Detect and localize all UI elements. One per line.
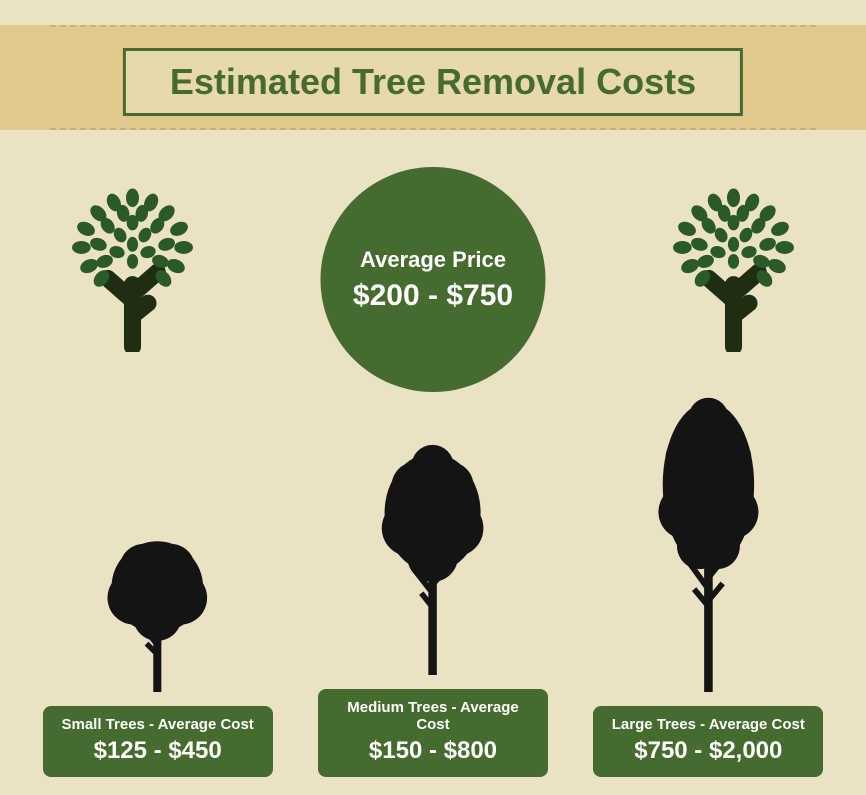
title-box: Estimated Tree Removal Costs bbox=[123, 48, 743, 116]
decorative-tree-right bbox=[656, 177, 811, 352]
hero-row: Average Price $200 - $750 bbox=[0, 155, 866, 400]
small-tree-icon bbox=[90, 517, 225, 692]
large-tree-card: Large Trees - Average Cost $750 - $2,000 bbox=[593, 706, 823, 777]
decorative-tree-left bbox=[55, 177, 210, 352]
average-price-circle: Average Price $200 - $750 bbox=[321, 167, 546, 392]
small-tree-column: Small Trees - Average Cost $125 - $450 bbox=[28, 517, 288, 777]
banner-tab-left bbox=[0, 25, 50, 130]
header-banner: Estimated Tree Removal Costs bbox=[0, 0, 866, 155]
large-tree-price: $750 - $2,000 bbox=[609, 737, 807, 765]
large-tree-column: Large Trees - Average Cost $750 - $2,000 bbox=[578, 392, 838, 777]
page-title: Estimated Tree Removal Costs bbox=[170, 61, 696, 103]
medium-tree-card: Medium Trees - Average Cost $150 - $800 bbox=[318, 689, 548, 777]
medium-tree-label: Medium Trees - Average Cost bbox=[334, 699, 532, 733]
average-price-label: Average Price bbox=[360, 247, 506, 273]
small-tree-label: Small Trees - Average Cost bbox=[59, 716, 257, 733]
average-price-value: $200 - $750 bbox=[353, 279, 513, 313]
medium-tree-price: $150 - $800 bbox=[334, 737, 532, 765]
small-tree-card: Small Trees - Average Cost $125 - $450 bbox=[43, 706, 273, 777]
cost-cards-row: Small Trees - Average Cost $125 - $450 bbox=[0, 392, 866, 777]
medium-tree-column: Medium Trees - Average Cost $150 - $800 bbox=[303, 435, 563, 777]
banner-tab-right bbox=[816, 25, 866, 130]
large-tree-icon bbox=[637, 392, 780, 692]
medium-tree-icon bbox=[362, 435, 503, 675]
small-tree-price: $125 - $450 bbox=[59, 737, 257, 765]
large-tree-label: Large Trees - Average Cost bbox=[609, 716, 807, 733]
